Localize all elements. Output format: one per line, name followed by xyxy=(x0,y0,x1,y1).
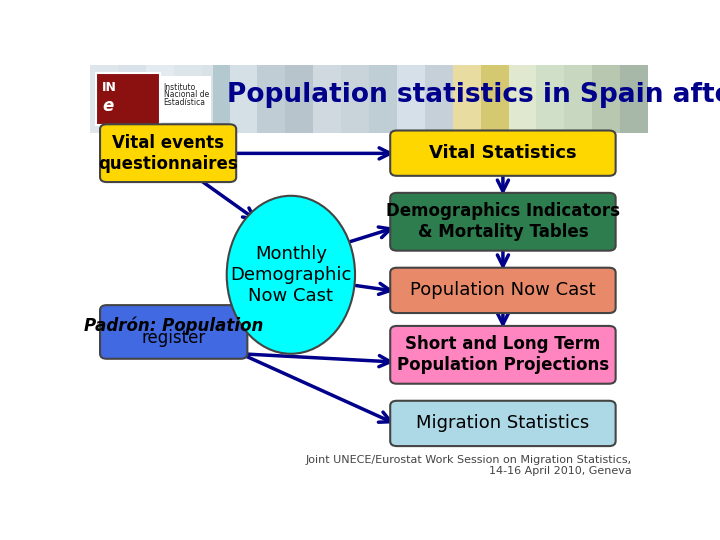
FancyBboxPatch shape xyxy=(161,76,210,122)
FancyBboxPatch shape xyxy=(453,65,482,133)
FancyBboxPatch shape xyxy=(230,65,258,133)
Text: Instituto: Instituto xyxy=(163,83,196,92)
FancyBboxPatch shape xyxy=(369,65,398,133)
FancyBboxPatch shape xyxy=(390,131,616,176)
Text: Estadística: Estadística xyxy=(163,98,206,107)
Text: Demographics Indicators
& Mortality Tables: Demographics Indicators & Mortality Tabl… xyxy=(386,202,620,241)
Text: Population Now Cast: Population Now Cast xyxy=(410,281,595,299)
Text: Joint UNECE/Eurostat Work Session on Migration Statistics,
14-16 April 2010, Gen: Joint UNECE/Eurostat Work Session on Mig… xyxy=(305,455,631,476)
FancyBboxPatch shape xyxy=(100,305,248,359)
FancyBboxPatch shape xyxy=(174,65,203,133)
FancyBboxPatch shape xyxy=(145,65,175,133)
FancyBboxPatch shape xyxy=(390,268,616,313)
FancyBboxPatch shape xyxy=(90,65,119,133)
Text: Vital events
questionnaires: Vital events questionnaires xyxy=(98,134,238,173)
Text: Nacional de: Nacional de xyxy=(163,90,209,99)
FancyBboxPatch shape xyxy=(425,65,454,133)
FancyBboxPatch shape xyxy=(341,65,370,133)
FancyBboxPatch shape xyxy=(390,193,616,251)
Text: Monthly
Demographic
Now Cast: Monthly Demographic Now Cast xyxy=(230,245,351,305)
Text: Migration Statistics: Migration Statistics xyxy=(416,414,590,433)
Text: e: e xyxy=(102,97,114,116)
Text: Population statistics in Spain after 2005: Population statistics in Spain after 200… xyxy=(227,82,720,108)
FancyBboxPatch shape xyxy=(620,65,649,133)
FancyBboxPatch shape xyxy=(100,124,236,182)
FancyBboxPatch shape xyxy=(390,326,616,384)
Text: IN: IN xyxy=(102,81,117,94)
Text: register: register xyxy=(142,329,206,347)
FancyBboxPatch shape xyxy=(258,65,287,133)
FancyBboxPatch shape xyxy=(118,65,147,133)
FancyBboxPatch shape xyxy=(90,65,648,133)
FancyBboxPatch shape xyxy=(313,65,342,133)
Text: Vital Statistics: Vital Statistics xyxy=(429,144,577,162)
FancyBboxPatch shape xyxy=(397,65,426,133)
FancyBboxPatch shape xyxy=(90,65,213,133)
FancyBboxPatch shape xyxy=(564,65,593,133)
Text: Padrón: Population: Padrón: Population xyxy=(84,316,264,335)
FancyBboxPatch shape xyxy=(202,65,230,133)
FancyBboxPatch shape xyxy=(96,73,160,125)
FancyBboxPatch shape xyxy=(285,65,315,133)
FancyBboxPatch shape xyxy=(390,401,616,446)
Ellipse shape xyxy=(227,196,355,354)
Text: Short and Long Term
Population Projections: Short and Long Term Population Projectio… xyxy=(397,335,609,374)
FancyBboxPatch shape xyxy=(536,65,565,133)
FancyBboxPatch shape xyxy=(508,65,538,133)
FancyBboxPatch shape xyxy=(481,65,510,133)
FancyBboxPatch shape xyxy=(593,65,621,133)
